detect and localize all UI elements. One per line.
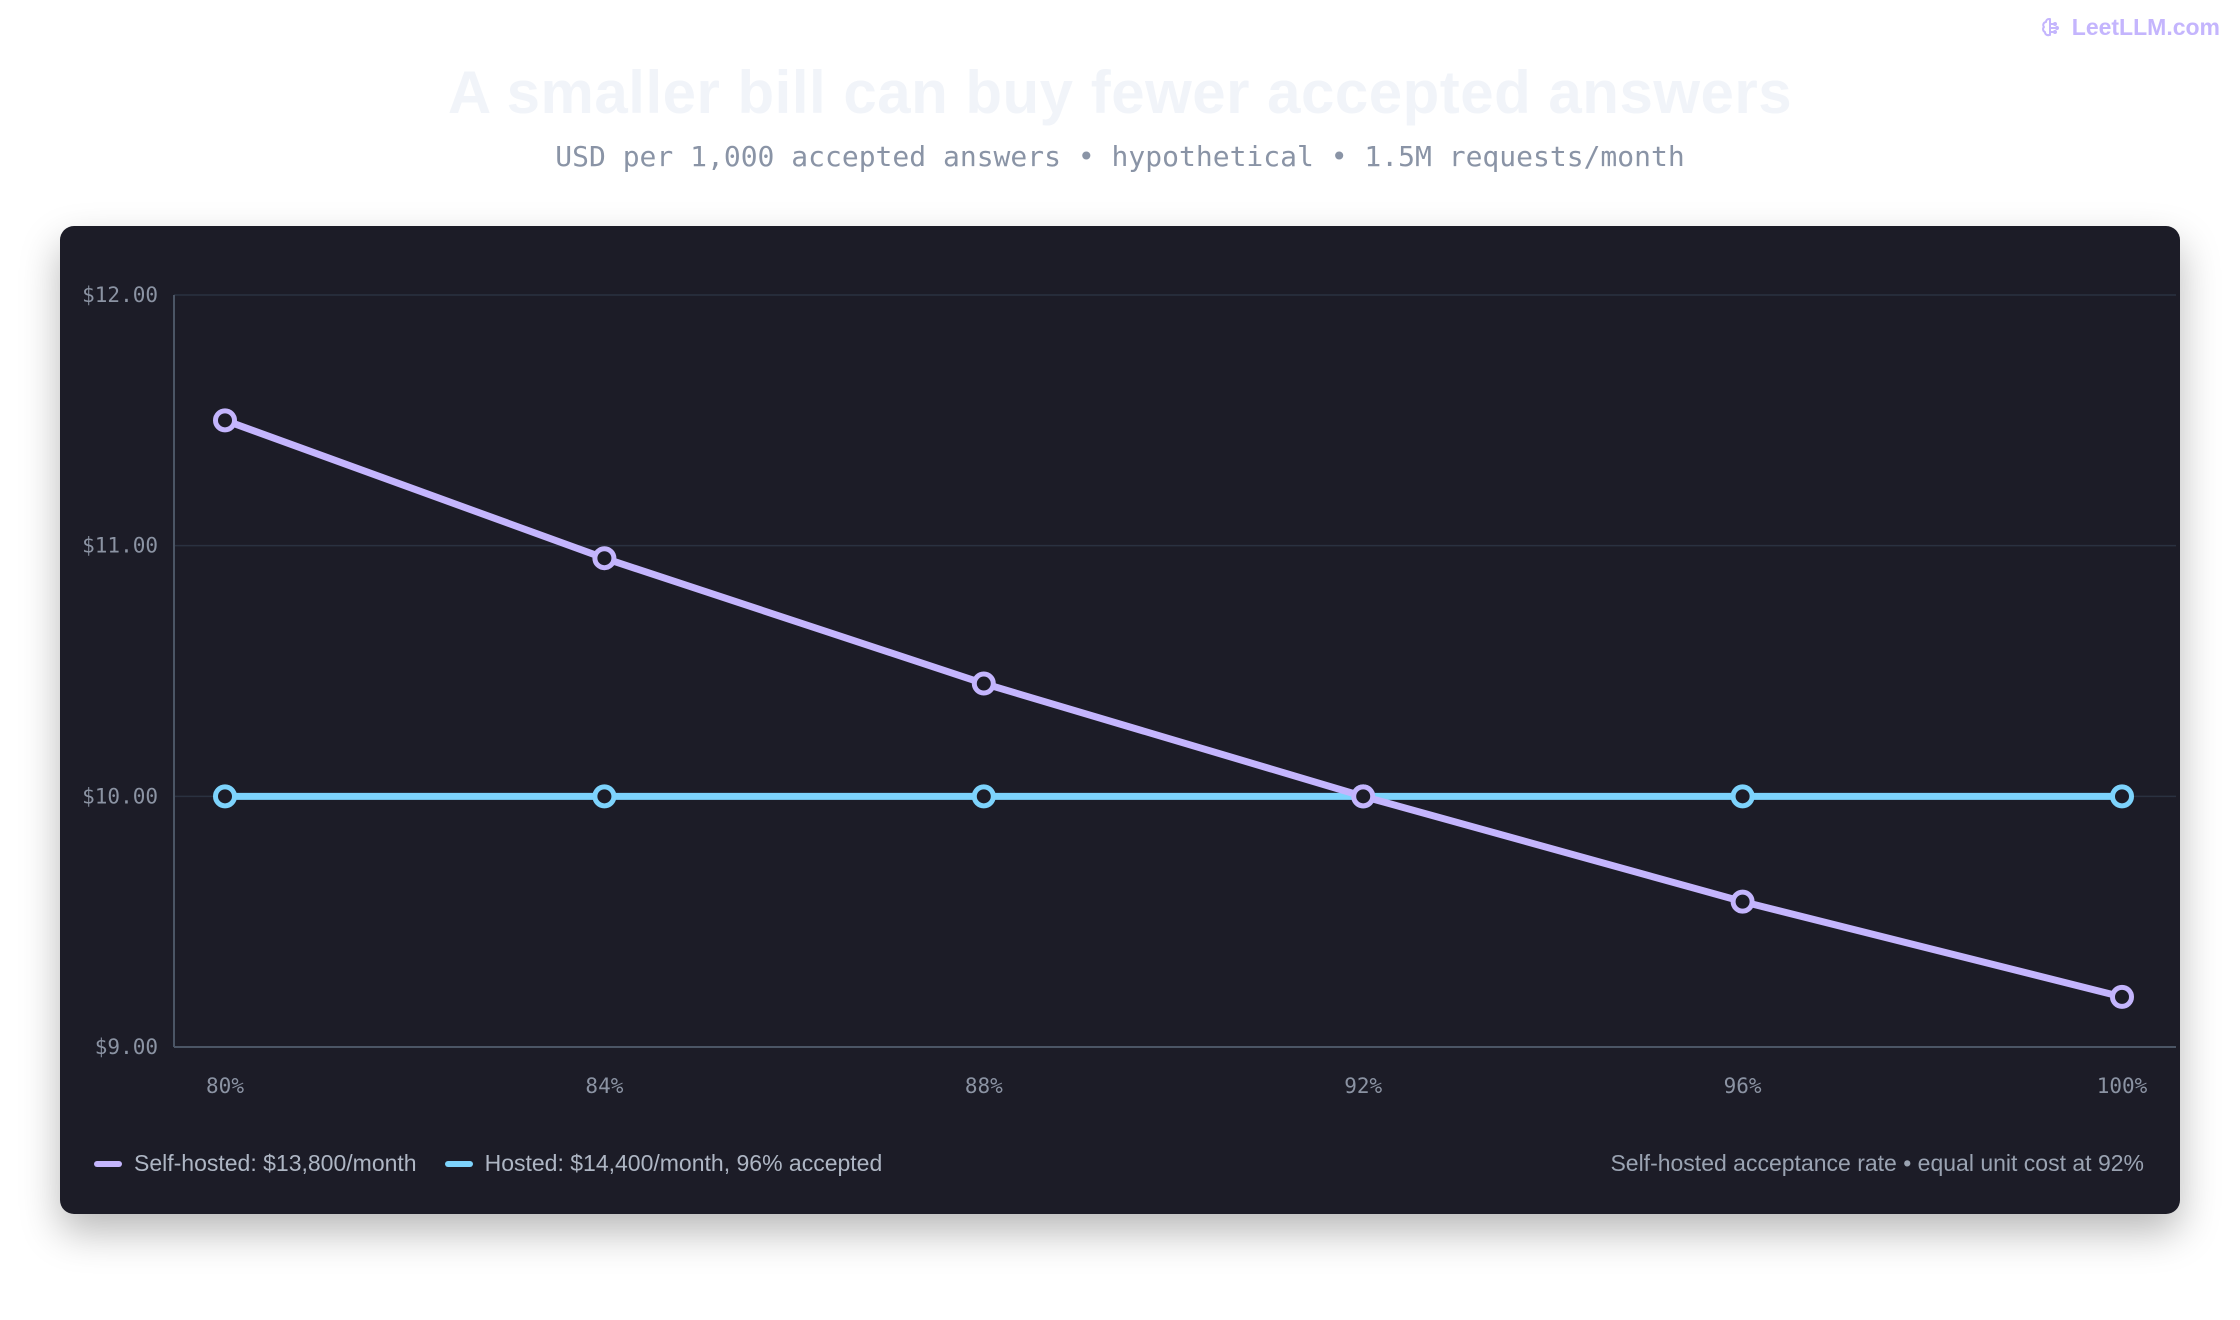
x-tick-label: 96% [1724, 1074, 1762, 1098]
legend-item-hosted: Hosted: $14,400/month, 96% accepted [444, 1150, 883, 1177]
data-point [971, 784, 996, 809]
legend-swatch-hosted [444, 1160, 473, 1167]
data-point [1730, 889, 1755, 914]
x-tick-labels: 80% 84% 88% 92% 96% 100% [206, 1074, 2148, 1098]
legend-item-self-hosted: Self-hosted: $13,800/month [94, 1150, 417, 1177]
x-tick-label: 84% [585, 1074, 623, 1098]
data-point [1730, 784, 1755, 809]
brand[interactable]: LeetLLM.com [2040, 14, 2220, 41]
y-tick-label: $12.00 [82, 283, 158, 307]
data-point [213, 408, 237, 433]
chart-card: $9.00 $10.00 $11.00 $12.00 80% 84% 88% 92% 96% 1… [60, 226, 2180, 1214]
y-tick-label: $11.00 [82, 534, 158, 558]
series-points [213, 408, 2134, 1009]
x-tick-label: 92% [1344, 1074, 1382, 1098]
x-tick-label: 80% [206, 1074, 244, 1098]
x-tick-label: 100% [2097, 1074, 2148, 1098]
series-lines [221, 416, 2126, 1001]
y-tick-label: $10.00 [82, 784, 158, 808]
brand-name: LeetLLM.com [2071, 14, 2220, 40]
legend: Self-hosted: $13,800/month Hosted: $14,4… [94, 1150, 882, 1177]
y-tick-labels: $9.00 $10.00 $11.00 $12.00 [82, 283, 158, 1059]
x-tick-label: 88% [965, 1074, 1003, 1098]
grid-lines [174, 294, 2176, 798]
data-point [971, 671, 996, 696]
data-point [592, 546, 617, 571]
line-chart: $9.00 $10.00 $11.00 $12.00 80% 84% 88% 92% 96% 1… [82, 283, 2176, 1098]
chart-title: A smaller bill can buy fewer accepted an… [447, 59, 1793, 126]
data-point [213, 784, 237, 809]
data-point [592, 784, 617, 809]
legend-label-hosted: Hosted: $14,400/month, 96% accepted [484, 1150, 883, 1176]
y-tick-label: $9.00 [95, 1035, 158, 1059]
data-point [1351, 784, 1376, 809]
data-point [2110, 984, 2134, 1009]
brain-icon [2041, 17, 2059, 36]
data-point [2110, 784, 2134, 809]
legend-swatch-self-hosted [94, 1160, 122, 1167]
axes [173, 295, 2176, 1048]
series-line [221, 416, 2126, 1001]
legend-label-self-hosted: Self-hosted: $13,800/month [134, 1150, 417, 1176]
x-axis-label: Self-hosted acceptance rate • equal unit… [1610, 1150, 2144, 1176]
chart-subtitle: USD per 1,000 accepted answers • hypothe… [555, 140, 1685, 173]
